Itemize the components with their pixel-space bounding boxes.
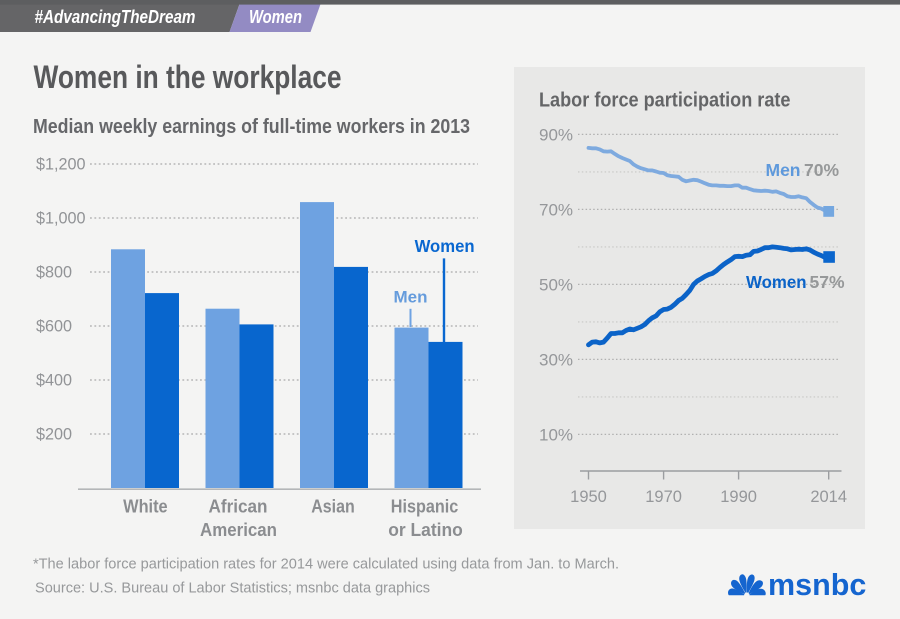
svg-text:1990: 1990 (720, 488, 757, 506)
svg-text:Labor force participation rate: Labor force participation rate (539, 89, 791, 111)
svg-text:#AdvancingTheDream: #AdvancingTheDream (35, 7, 196, 27)
svg-text:$1,000: $1,000 (36, 210, 86, 228)
svg-text:Women in the workplace: Women in the workplace (34, 59, 342, 95)
svg-text:*The labor force participation: *The labor force participation rates for… (33, 555, 619, 572)
svg-text:1970: 1970 (645, 488, 682, 506)
svg-text:30%: 30% (539, 350, 573, 369)
svg-text:Asian: Asian (311, 496, 355, 516)
svg-text:msnbc: msnbc (768, 568, 866, 602)
svg-text:White: White (123, 496, 168, 516)
svg-text:2014: 2014 (810, 488, 847, 506)
svg-text:or Latino: or Latino (388, 520, 463, 540)
svg-text:Source: U.S. Bureau of Labor S: Source: U.S. Bureau of Labor Statistics;… (35, 580, 430, 597)
svg-text:Women: Women (249, 7, 302, 27)
svg-text:Median weekly earnings of full: Median weekly earnings of full-time work… (33, 116, 470, 138)
svg-text:Men: Men (766, 160, 801, 180)
svg-text:$1,200: $1,200 (36, 156, 86, 174)
svg-text:$200: $200 (36, 426, 72, 444)
svg-text:African: African (209, 496, 268, 516)
svg-text:$800: $800 (36, 264, 72, 282)
svg-text:50%: 50% (539, 275, 573, 294)
svg-text:57%: 57% (810, 272, 845, 292)
svg-text:Women: Women (746, 272, 807, 292)
svg-text:1950: 1950 (570, 488, 607, 506)
svg-text:10%: 10% (539, 425, 573, 444)
svg-text:$400: $400 (36, 372, 72, 390)
svg-text:70%: 70% (804, 160, 839, 180)
svg-text:90%: 90% (539, 125, 573, 144)
svg-text:Men: Men (394, 288, 428, 307)
svg-text:$600: $600 (36, 318, 72, 336)
svg-text:70%: 70% (539, 200, 573, 219)
svg-text:Hispanic: Hispanic (391, 496, 459, 516)
svg-text:American: American (200, 520, 277, 540)
svg-text:Women: Women (415, 236, 475, 256)
